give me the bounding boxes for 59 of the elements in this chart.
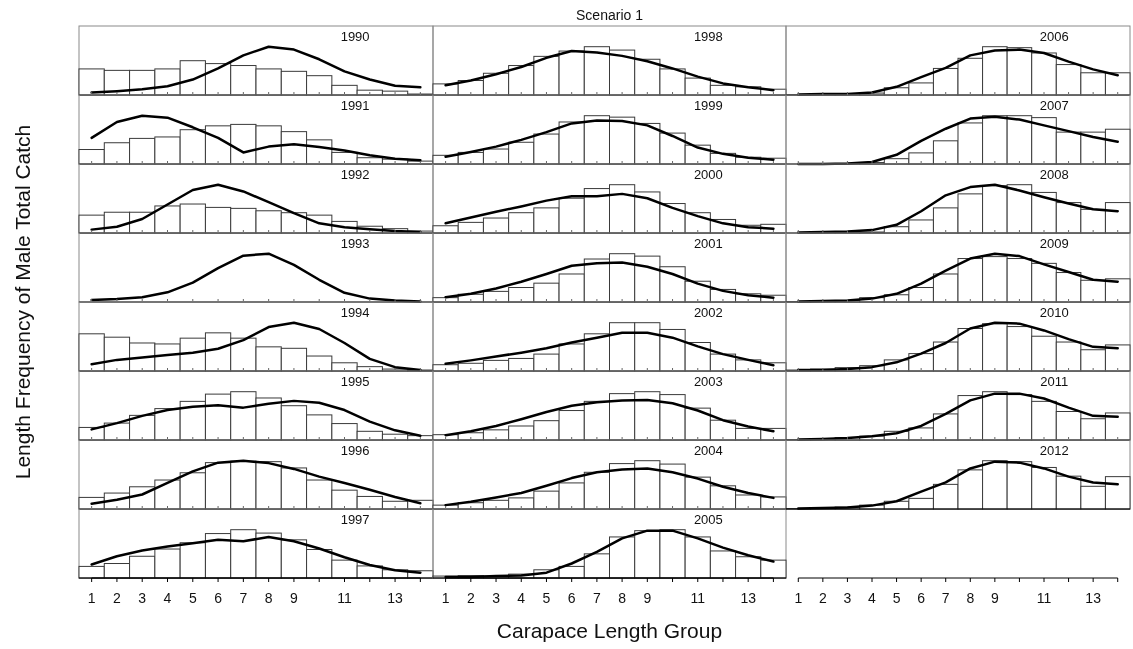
x-tick-label: 2 [818, 590, 827, 607]
x-tick-label: 7 [592, 590, 601, 607]
chart-title: 2005 [693, 512, 723, 527]
y-axis-title: Length Frequency of Male Total Catch [11, 124, 34, 480]
x-tick-label: 5 [542, 590, 551, 607]
x-tick-label: 11 [337, 590, 352, 607]
x-tick-label: 5 [188, 590, 197, 607]
x-tick-label: 13 [1085, 590, 1102, 607]
x-tick-label: 3 [843, 590, 852, 607]
x-tick-label: 8 [966, 590, 975, 607]
x-tick-label: 9 [990, 590, 999, 607]
chart-title: 1994 [340, 305, 370, 320]
chart-title: 1998 [693, 29, 723, 44]
x-tick-label: 8 [618, 590, 627, 607]
chart-title: 1997 [340, 512, 370, 527]
chart-title: 1990 [340, 29, 370, 44]
chart-title: 2009 [1039, 236, 1069, 251]
x-tick-label: 5 [892, 590, 901, 607]
chart-title: 2003 [693, 374, 723, 389]
x-tick-label: 11 [1036, 590, 1052, 607]
x-tick-label: 7 [239, 590, 248, 607]
chart-title: 2002 [693, 305, 723, 320]
chart-title: 2012 [1039, 443, 1069, 458]
x-tick-label: 1 [794, 590, 803, 607]
x-tick-label: 9 [290, 590, 299, 607]
x-tick-label: 11 [690, 590, 706, 607]
x-tick-label: 13 [387, 590, 404, 607]
x-tick-label: 7 [941, 590, 950, 607]
x-tick-label: 4 [868, 590, 877, 607]
x-tick-label: 3 [492, 590, 501, 607]
chart-title: 1995 [340, 374, 370, 389]
chart-title: 2000 [693, 167, 723, 182]
chart-title: 2004 [693, 443, 723, 458]
chart-title: 2008 [1039, 167, 1069, 182]
x-tick-label: 9 [643, 590, 652, 607]
chart-title: 1992 [340, 167, 370, 182]
chart-title: 2010 [1039, 305, 1069, 320]
chart-title: 2011 [1040, 374, 1069, 389]
x-tick-label: 3 [138, 590, 147, 607]
x-tick-label: 6 [214, 590, 223, 607]
x-tick-label: 4 [517, 590, 526, 607]
x-axis-title: Carapace Length Group [496, 619, 723, 642]
chart-title: 2007 [1039, 98, 1069, 113]
x-tick-label: 6 [917, 590, 926, 607]
x-tick-label: 4 [163, 590, 172, 607]
chart-title: 2006 [1039, 29, 1069, 44]
chart-title: 2001 [693, 236, 723, 251]
chart-title: 1991 [340, 98, 370, 113]
chart-title: 1993 [340, 236, 370, 251]
chart-title: 1999 [693, 98, 723, 113]
x-tick-label: 13 [740, 590, 757, 607]
chart-title: 1996 [340, 443, 370, 458]
x-tick-label: 1 [441, 590, 450, 607]
x-tick-label: 6 [567, 590, 576, 607]
x-tick-label: 1 [87, 590, 96, 607]
text: Scenario 1 [576, 7, 644, 23]
x-tick-label: 2 [113, 590, 122, 607]
x-tick-label: 8 [264, 590, 273, 607]
x-tick-label: 2 [466, 590, 475, 607]
